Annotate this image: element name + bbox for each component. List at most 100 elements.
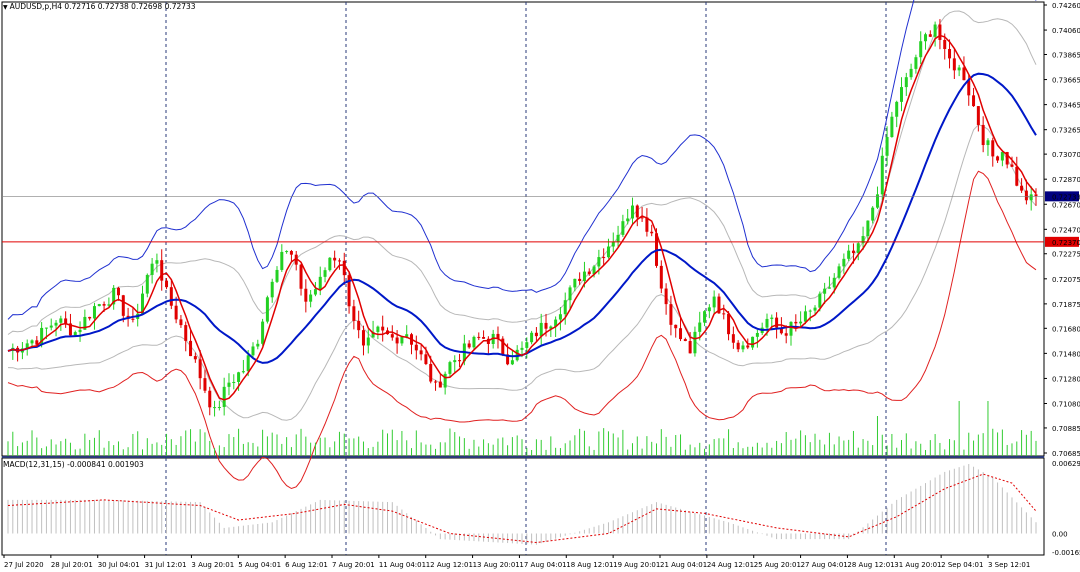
candle-body[interactable] bbox=[693, 331, 697, 354]
candle-body[interactable] bbox=[669, 304, 673, 325]
candle-body[interactable] bbox=[558, 314, 562, 320]
candle-body[interactable] bbox=[818, 293, 822, 308]
candle-body[interactable] bbox=[467, 343, 471, 348]
candle-body[interactable] bbox=[145, 274, 149, 294]
candle-body[interactable] bbox=[938, 24, 942, 40]
candle-body[interactable] bbox=[414, 344, 418, 351]
candle-body[interactable] bbox=[434, 381, 438, 383]
candle-body[interactable] bbox=[78, 329, 82, 333]
candle-body[interactable] bbox=[837, 266, 841, 278]
candle-body[interactable] bbox=[477, 336, 481, 338]
candle-body[interactable] bbox=[952, 58, 956, 71]
candle-body[interactable] bbox=[169, 287, 173, 306]
candle-body[interactable] bbox=[458, 360, 462, 362]
candle-body[interactable] bbox=[779, 327, 783, 334]
candle-body[interactable] bbox=[751, 336, 755, 348]
candle-body[interactable] bbox=[679, 328, 683, 340]
candle-body[interactable] bbox=[73, 332, 77, 336]
candle-body[interactable] bbox=[909, 68, 913, 78]
candle-body[interactable] bbox=[371, 331, 375, 338]
candle-body[interactable] bbox=[602, 257, 606, 259]
candle-body[interactable] bbox=[626, 218, 630, 222]
candle-body[interactable] bbox=[429, 364, 433, 382]
candle-body[interactable] bbox=[827, 287, 831, 289]
candle-body[interactable] bbox=[972, 95, 976, 107]
candle-body[interactable] bbox=[506, 354, 510, 365]
candle-body[interactable] bbox=[683, 339, 687, 342]
candle-body[interactable] bbox=[880, 155, 884, 195]
candle-body[interactable] bbox=[871, 207, 875, 221]
candle-body[interactable] bbox=[64, 318, 68, 324]
candle-body[interactable] bbox=[333, 257, 337, 261]
candle-body[interactable] bbox=[251, 346, 255, 356]
candle-body[interactable] bbox=[217, 407, 221, 409]
candle-body[interactable] bbox=[68, 323, 72, 336]
candle-body[interactable] bbox=[981, 124, 985, 146]
candle-body[interactable] bbox=[789, 321, 793, 336]
candle-body[interactable] bbox=[775, 317, 779, 328]
candle-body[interactable] bbox=[688, 341, 692, 354]
candle-body[interactable] bbox=[573, 278, 577, 288]
candle-body[interactable] bbox=[943, 39, 947, 50]
candle-body[interactable] bbox=[347, 275, 351, 307]
candle-body[interactable] bbox=[376, 326, 380, 332]
candle-body[interactable] bbox=[530, 332, 534, 343]
candle-body[interactable] bbox=[924, 34, 928, 42]
candle-body[interactable] bbox=[92, 306, 96, 319]
candle-body[interactable] bbox=[40, 327, 44, 345]
candle-body[interactable] bbox=[794, 321, 798, 324]
candle-body[interactable] bbox=[544, 322, 548, 329]
candle-body[interactable] bbox=[703, 311, 707, 323]
candle-body[interactable] bbox=[755, 332, 759, 337]
candle-body[interactable] bbox=[381, 326, 385, 331]
candle-body[interactable] bbox=[549, 326, 553, 329]
candle-body[interactable] bbox=[866, 220, 870, 237]
candle-body[interactable] bbox=[482, 337, 486, 339]
candle-body[interactable] bbox=[616, 234, 620, 243]
candle-body[interactable] bbox=[813, 307, 817, 311]
candle-body[interactable] bbox=[967, 80, 971, 96]
candle-body[interactable] bbox=[472, 336, 476, 348]
candle-body[interactable] bbox=[510, 360, 514, 365]
candle-body[interactable] bbox=[674, 324, 678, 329]
candle-body[interactable] bbox=[799, 321, 803, 324]
candle-body[interactable] bbox=[309, 294, 313, 302]
candle-body[interactable] bbox=[328, 257, 332, 271]
candle-body[interactable] bbox=[438, 381, 442, 388]
candle-body[interactable] bbox=[890, 116, 894, 138]
candle-body[interactable] bbox=[313, 289, 317, 295]
candle-body[interactable] bbox=[582, 271, 586, 282]
candle-body[interactable] bbox=[265, 297, 269, 322]
candle-body[interactable] bbox=[597, 257, 601, 267]
candle-body[interactable] bbox=[962, 67, 966, 81]
candle-body[interactable] bbox=[443, 373, 447, 388]
candle-body[interactable] bbox=[712, 296, 716, 308]
candle-body[interactable] bbox=[635, 205, 639, 218]
candle-body[interactable] bbox=[318, 276, 322, 290]
candle-body[interactable] bbox=[746, 345, 750, 348]
candle-body[interactable] bbox=[285, 251, 289, 253]
candle-body[interactable] bbox=[150, 263, 154, 275]
candle-body[interactable] bbox=[189, 340, 193, 357]
candle-body[interactable] bbox=[722, 313, 726, 315]
candle-body[interactable] bbox=[803, 311, 807, 322]
panel-separator[interactable] bbox=[2, 456, 1044, 458]
candle-body[interactable] bbox=[1020, 185, 1024, 191]
candle-body[interactable] bbox=[121, 295, 125, 316]
candle-body[interactable] bbox=[184, 325, 188, 341]
candle-body[interactable] bbox=[919, 41, 923, 58]
candle-body[interactable] bbox=[1015, 166, 1019, 186]
candle-body[interactable] bbox=[131, 318, 135, 320]
candle-body[interactable] bbox=[261, 321, 265, 344]
candle-body[interactable] bbox=[25, 343, 29, 349]
candle-body[interactable] bbox=[621, 221, 625, 235]
candle-body[interactable] bbox=[35, 340, 39, 345]
candle-body[interactable] bbox=[736, 342, 740, 350]
candle-body[interactable] bbox=[496, 333, 500, 339]
candle-body[interactable] bbox=[366, 337, 370, 346]
candle-body[interactable] bbox=[237, 372, 241, 382]
candle-body[interactable] bbox=[179, 319, 183, 326]
candle-body[interactable] bbox=[904, 77, 908, 88]
candle-body[interactable] bbox=[1029, 194, 1033, 201]
